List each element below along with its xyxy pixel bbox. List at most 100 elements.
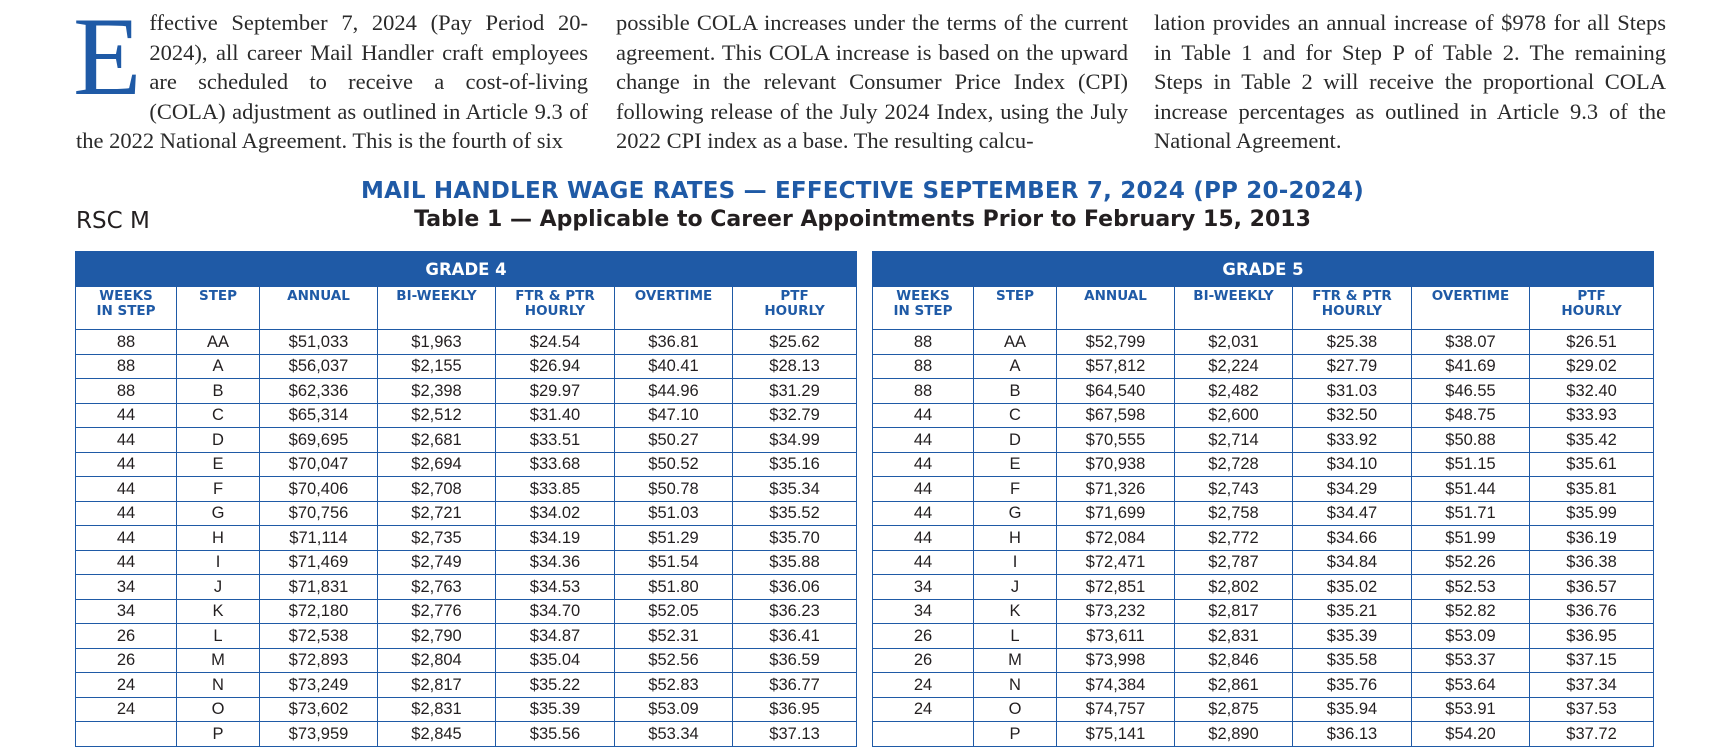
table-row: 44 H $71,114 $2,735 $34.19 $51.29 $35.70 bbox=[75, 525, 858, 551]
table-cell: $72,538 bbox=[259, 623, 378, 649]
table-row: 24 O $73,602 $2,831 $35.39 $53.09 $36.95 bbox=[75, 696, 858, 722]
table-cell: $41.69 bbox=[1411, 353, 1530, 379]
table-cell: $2,817 bbox=[377, 672, 496, 698]
table-cell: $34.87 bbox=[495, 623, 615, 649]
column-header: PTF HOURLY bbox=[1528, 286, 1655, 330]
table-row: 44 G $70,756 $2,721 $34.02 $51.03 $35.52 bbox=[75, 500, 858, 526]
table-cell: 44 bbox=[872, 427, 974, 453]
table-cell: $35.76 bbox=[1292, 672, 1412, 698]
table-cell: $53.09 bbox=[614, 696, 733, 722]
table-cell: $35.34 bbox=[731, 476, 858, 502]
table-row: 88 AA $51,033 $1,963 $24.54 $36.81 $25.62 bbox=[75, 329, 858, 355]
table-row: 44 F $71,326 $2,743 $34.29 $51.44 $35.81 bbox=[872, 476, 1655, 502]
table-row: 34 K $72,180 $2,776 $34.70 $52.05 $36.23 bbox=[75, 598, 858, 624]
table-cell: $34.02 bbox=[495, 500, 615, 526]
table-cell: $33.51 bbox=[495, 427, 615, 453]
table-cell: 88 bbox=[872, 378, 974, 404]
table-cell: $2,758 bbox=[1174, 500, 1293, 526]
drop-cap: E bbox=[73, 0, 142, 119]
table-row: 24 N $73,249 $2,817 $35.22 $52.83 $36.77 bbox=[75, 672, 858, 698]
table-cell: 26 bbox=[75, 647, 177, 673]
table-cell: $51.54 bbox=[614, 549, 733, 575]
table-cell: $2,714 bbox=[1174, 427, 1293, 453]
column-header: OVERTIME bbox=[614, 286, 733, 330]
table-cell: 88 bbox=[75, 329, 177, 355]
table-cell: $2,721 bbox=[377, 500, 496, 526]
table-row: 34 J $72,851 $2,802 $35.02 $52.53 $36.57 bbox=[872, 574, 1655, 600]
table-cell: $37.15 bbox=[1528, 647, 1655, 673]
table-cell: 44 bbox=[872, 476, 974, 502]
table-cell: $34.47 bbox=[1292, 500, 1412, 526]
table-cell: $51,033 bbox=[259, 329, 378, 355]
table-cell: $2,831 bbox=[377, 696, 496, 722]
column-header-line: IN STEP bbox=[96, 303, 156, 319]
column-header-line: IN STEP bbox=[893, 303, 953, 319]
table-cell: $2,890 bbox=[1174, 721, 1293, 747]
table-cell: $71,326 bbox=[1056, 476, 1175, 502]
table-cell: D bbox=[176, 427, 260, 453]
column-header: ANNUAL bbox=[1056, 286, 1175, 330]
table-row: 26 L $73,611 $2,831 $35.39 $53.09 $36.95 bbox=[872, 623, 1655, 649]
table-row: 44 H $72,084 $2,772 $34.66 $51.99 $36.19 bbox=[872, 525, 1655, 551]
table-cell: B bbox=[973, 378, 1057, 404]
table-cell: $37.13 bbox=[731, 721, 858, 747]
table-cell: $2,846 bbox=[1174, 647, 1293, 673]
table-row: 26 M $72,893 $2,804 $35.04 $52.56 $36.59 bbox=[75, 647, 858, 673]
table-row: 88 B $62,336 $2,398 $29.97 $44.96 $31.29 bbox=[75, 378, 858, 404]
table-cell: $2,512 bbox=[377, 402, 496, 428]
table-cell: B bbox=[176, 378, 260, 404]
table-cell: 88 bbox=[75, 378, 177, 404]
table-cell: $52.53 bbox=[1411, 574, 1530, 600]
table-cell: O bbox=[176, 696, 260, 722]
column-header: WEEKS IN STEP bbox=[872, 286, 974, 330]
table-cell: $40.41 bbox=[614, 353, 733, 379]
table-cell: $36.41 bbox=[731, 623, 858, 649]
table-row: 44 E $70,938 $2,728 $34.10 $51.15 $35.61 bbox=[872, 451, 1655, 477]
column-header: STEP bbox=[176, 286, 260, 330]
table-cell: $36.57 bbox=[1528, 574, 1655, 600]
table-cell: 44 bbox=[75, 549, 177, 575]
table-cell: $44.96 bbox=[614, 378, 733, 404]
table-cell: P bbox=[973, 721, 1057, 747]
table-cell: $33.85 bbox=[495, 476, 615, 502]
table-cell: $50.52 bbox=[614, 451, 733, 477]
table-cell: 44 bbox=[872, 402, 974, 428]
table-cell: $71,469 bbox=[259, 549, 378, 575]
table-cell: $48.75 bbox=[1411, 402, 1530, 428]
table-cell: $72,893 bbox=[259, 647, 378, 673]
table-cell: M bbox=[176, 647, 260, 673]
table-cell: $51.99 bbox=[1411, 525, 1530, 551]
table-cell: $37.72 bbox=[1528, 721, 1655, 747]
table-cell: $25.62 bbox=[731, 329, 858, 355]
table-cell: $71,831 bbox=[259, 574, 378, 600]
table-cell: 44 bbox=[872, 549, 974, 575]
table-cell: $46.55 bbox=[1411, 378, 1530, 404]
column-header-line: PTF bbox=[780, 288, 809, 304]
table-cell: $74,384 bbox=[1056, 672, 1175, 698]
table-cell: J bbox=[973, 574, 1057, 600]
table-cell: K bbox=[973, 598, 1057, 624]
column-header: ANNUAL bbox=[259, 286, 378, 330]
table-cell: L bbox=[973, 623, 1057, 649]
column-header-line: WEEKS bbox=[896, 288, 950, 304]
table-row: 44 G $71,699 $2,758 $34.47 $51.71 $35.99 bbox=[872, 500, 1655, 526]
table-cell: I bbox=[176, 549, 260, 575]
column-header: BI-WEEKLY bbox=[1174, 286, 1293, 330]
table-row: 34 K $73,232 $2,817 $35.21 $52.82 $36.76 bbox=[872, 598, 1655, 624]
table-cell: L bbox=[176, 623, 260, 649]
table-cell: $2,787 bbox=[1174, 549, 1293, 575]
table-cell: $2,735 bbox=[377, 525, 496, 551]
table-row: 24 N $74,384 $2,861 $35.76 $53.64 $37.34 bbox=[872, 672, 1655, 698]
table-cell: $2,861 bbox=[1174, 672, 1293, 698]
rsc-label: RSC M bbox=[76, 208, 150, 234]
table-cell: C bbox=[176, 402, 260, 428]
table-cell: A bbox=[176, 353, 260, 379]
table-cell: $47.10 bbox=[614, 402, 733, 428]
intro-column-2: possible COLA increases under the terms … bbox=[616, 10, 1128, 153]
table-cell: E bbox=[176, 451, 260, 477]
table-cell: $36.13 bbox=[1292, 721, 1412, 747]
table-cell: $35.88 bbox=[731, 549, 858, 575]
table-cell: $2,224 bbox=[1174, 353, 1293, 379]
